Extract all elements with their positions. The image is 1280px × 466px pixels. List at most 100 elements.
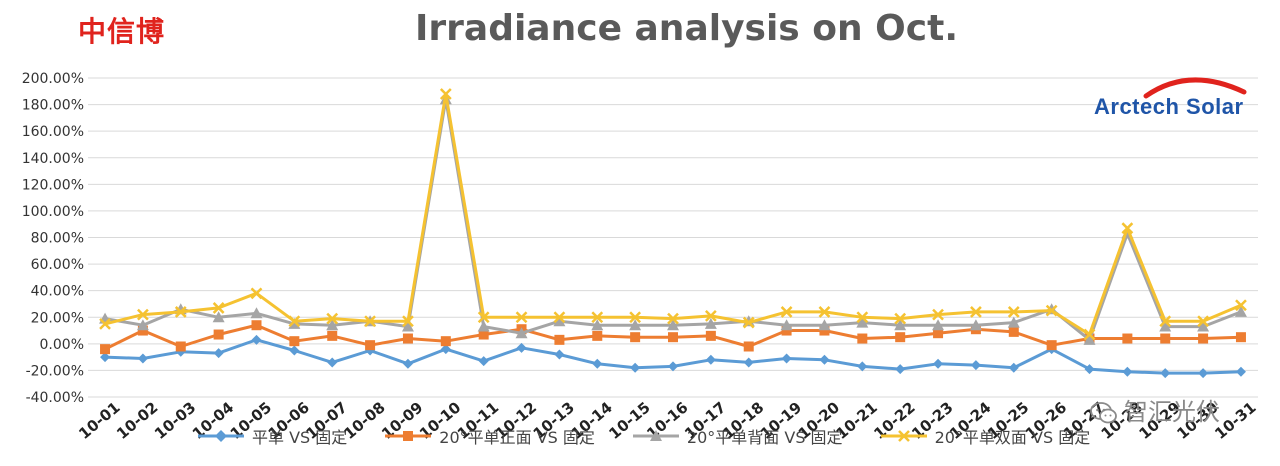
data-point <box>592 358 603 369</box>
data-point <box>402 333 413 344</box>
data-point <box>705 330 716 341</box>
legend-marker-square-icon <box>385 431 432 441</box>
data-point <box>818 306 831 318</box>
data-point <box>478 356 489 367</box>
x-tick-label: 10-02 <box>113 398 161 443</box>
data-point <box>288 315 301 328</box>
legend-item-series-3: 20°平单背面 VS 固定 <box>631 424 843 448</box>
data-point <box>932 308 944 321</box>
data-point <box>327 357 338 368</box>
data-point <box>1197 320 1210 332</box>
y-axis-ticks: -40.00% -20.00% 0.00% 20.00% 40.00% 60.00% 80.… <box>22 71 84 406</box>
data-point <box>1159 320 1172 332</box>
data-point <box>1235 299 1247 312</box>
data-point <box>1084 364 1095 375</box>
legend-item-series-1: 平单 VS 固定 <box>196 424 347 448</box>
data-point <box>1197 315 1209 328</box>
data-point <box>1046 340 1057 351</box>
data-point <box>781 325 792 336</box>
data-point <box>1160 368 1171 379</box>
data-point <box>477 311 490 324</box>
data-point <box>1083 333 1096 345</box>
legend-item-series-2: 20°平单正面 VS 固定 <box>383 424 595 448</box>
data-point <box>819 354 830 365</box>
data-point <box>781 353 792 364</box>
data-point <box>1234 305 1247 317</box>
brand-label: 中信博 <box>78 15 166 48</box>
data-point <box>705 354 716 365</box>
y-tick-label: 60.00% <box>31 257 84 273</box>
y-tick-label: 80.00% <box>31 231 84 247</box>
data-point <box>856 316 869 328</box>
data-point <box>592 330 603 341</box>
data-point <box>933 358 944 369</box>
data-point <box>136 319 149 331</box>
data-point <box>515 311 528 324</box>
data-point <box>743 357 754 368</box>
data-point <box>515 327 528 339</box>
chart-series <box>99 88 1247 379</box>
chart-legend: 平单 VS 固定 20°平单正面 VS 固定 20°平单背面 VS 固定 20°… <box>196 424 1126 448</box>
data-point <box>895 364 906 375</box>
data-point <box>1007 316 1020 328</box>
data-point <box>251 320 262 331</box>
data-point <box>175 341 186 352</box>
data-point <box>818 319 831 331</box>
data-point <box>668 332 678 343</box>
data-point <box>439 88 452 100</box>
data-point <box>742 316 755 329</box>
legend-label: 20°平单双面 VS 固定 <box>934 428 1091 447</box>
data-point <box>516 342 527 353</box>
data-point <box>289 345 300 356</box>
data-point <box>704 317 717 329</box>
watermark-text: 智汇光伏 <box>1124 398 1220 426</box>
data-point <box>630 332 641 343</box>
series-line <box>104 92 1242 336</box>
legend-marker-x-icon <box>880 430 927 442</box>
data-point <box>780 306 793 318</box>
data-point <box>402 358 413 369</box>
legend-label: 平单 VS 固定 <box>252 428 348 447</box>
data-point <box>857 361 868 372</box>
data-point <box>213 329 224 340</box>
data-point <box>174 306 187 318</box>
data-point <box>478 329 489 340</box>
data-point <box>1007 306 1020 318</box>
data-point <box>440 336 451 347</box>
data-point <box>932 319 945 331</box>
series-4 <box>99 88 1247 341</box>
y-tick-label: 160.00% <box>22 124 84 140</box>
data-point <box>857 333 868 344</box>
data-point <box>401 320 414 332</box>
legend-label: 20°平单正面 VS 固定 <box>439 428 595 447</box>
data-point <box>137 325 148 336</box>
data-point <box>213 348 224 359</box>
data-point <box>326 319 339 331</box>
data-point <box>477 320 490 332</box>
y-tick-label: 20.00% <box>31 310 84 326</box>
data-point <box>667 319 679 331</box>
series-line <box>104 97 1242 342</box>
y-tick-label: 180.00% <box>22 98 84 114</box>
data-point <box>1235 332 1246 343</box>
logo-arc-icon <box>1143 77 1247 99</box>
company-logo: Arctech Solar <box>1094 66 1264 130</box>
data-point <box>970 360 981 371</box>
wechat-icon <box>1090 402 1117 424</box>
data-point <box>137 308 149 321</box>
y-tick-label: 40.00% <box>31 284 84 300</box>
data-point <box>364 315 376 328</box>
y-tick-label: 200.00% <box>22 71 84 87</box>
data-point <box>704 310 717 322</box>
data-point <box>969 319 982 331</box>
data-point <box>630 362 641 373</box>
data-point <box>1008 362 1019 373</box>
data-point <box>289 336 300 347</box>
data-point <box>591 319 604 331</box>
data-point <box>743 341 754 352</box>
data-point <box>819 325 830 336</box>
data-point <box>895 332 906 343</box>
data-point <box>440 344 451 355</box>
y-tick-label: -20.00% <box>26 363 84 379</box>
data-point <box>365 340 376 351</box>
